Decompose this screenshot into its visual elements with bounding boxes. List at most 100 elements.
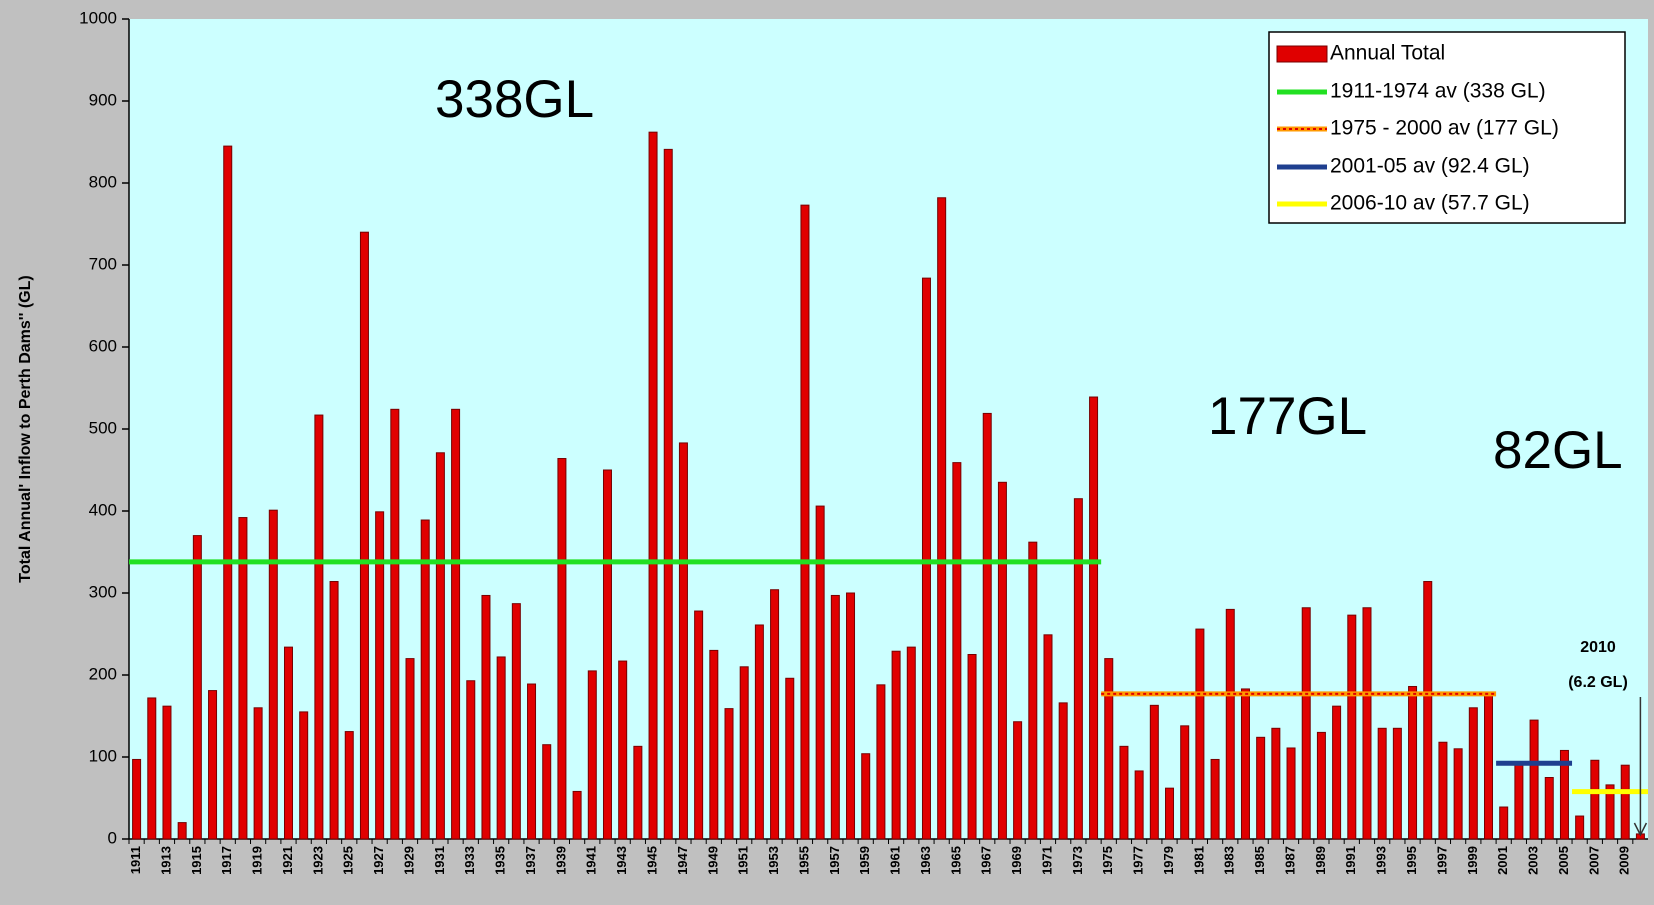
bar: [1332, 705, 1342, 840]
x-tick-label: 1939: [553, 846, 568, 875]
bar: [1529, 719, 1539, 840]
bar: [451, 408, 461, 840]
note: 2010: [1580, 639, 1616, 656]
y-tick-label: 700: [89, 254, 117, 273]
x-tick-label: 1933: [462, 846, 477, 875]
x-tick-label: 1969: [1009, 846, 1024, 875]
bar: [557, 458, 567, 840]
bar: [572, 790, 582, 840]
x-tick-label: 2005: [1556, 846, 1571, 875]
bar: [967, 654, 977, 840]
y-tick-label: 1000: [79, 8, 117, 27]
bar: [1605, 784, 1615, 840]
y-axis-label: Total Annual' Inflow to Perth Dams'' (GL…: [17, 275, 34, 582]
bar: [253, 707, 263, 840]
bar: [587, 670, 597, 840]
bar: [1559, 749, 1569, 840]
y-tick-label: 0: [108, 828, 117, 847]
bar: [1316, 731, 1326, 840]
bar: [997, 481, 1007, 840]
bar: [435, 452, 445, 840]
bar: [527, 683, 537, 840]
bar: [1210, 758, 1220, 840]
bar: [1089, 396, 1099, 840]
bar: [1484, 695, 1494, 840]
bar: [861, 753, 871, 840]
bar: [876, 684, 886, 840]
legend-label: 1911-1974 av (338 GL): [1330, 80, 1546, 103]
x-tick-label: 1911: [128, 846, 143, 874]
y-tick-label: 600: [89, 336, 117, 355]
x-tick-label: 1983: [1222, 846, 1237, 875]
bar: [283, 646, 293, 840]
y-tick-label: 100: [89, 746, 117, 765]
bar: [1514, 762, 1524, 840]
x-tick-label: 1945: [644, 846, 659, 875]
x-tick-label: 1975: [1100, 846, 1115, 875]
x-tick-label: 1943: [614, 846, 629, 875]
bar: [268, 509, 278, 840]
x-tick-label: 1929: [401, 846, 416, 875]
bar: [420, 519, 430, 840]
bar: [132, 758, 142, 840]
bar: [1149, 704, 1159, 840]
y-tick-label: 300: [89, 582, 117, 601]
x-tick-label: 1921: [280, 846, 295, 875]
bar: [1453, 748, 1463, 840]
bar: [299, 711, 309, 840]
bar: [815, 505, 825, 840]
bar: [921, 277, 931, 840]
x-tick-label: 1991: [1343, 846, 1358, 875]
bar: [481, 594, 491, 840]
bar: [1468, 707, 1478, 840]
bar: [1028, 541, 1038, 840]
bar: [511, 603, 521, 840]
x-tick-label: 1955: [796, 846, 811, 875]
bar: [1013, 721, 1023, 840]
bar: [1408, 685, 1418, 840]
legend-swatch: [1276, 45, 1328, 63]
y-tick-label: 500: [89, 418, 117, 437]
annotation: 82GL: [1493, 421, 1623, 480]
x-tick-label: 1953: [766, 846, 781, 875]
x-tick-label: 2007: [1586, 846, 1601, 875]
bar: [496, 656, 506, 840]
bar: [846, 592, 856, 840]
bar: [724, 708, 734, 840]
x-tick-label: 1977: [1131, 846, 1146, 875]
x-tick-label: 1999: [1465, 846, 1480, 875]
legend-label: 1975 - 2000 av (177 GL): [1330, 117, 1559, 140]
bar: [1165, 787, 1175, 840]
bar: [542, 744, 552, 840]
bar: [739, 666, 749, 840]
bar: [952, 462, 962, 840]
bar: [1301, 607, 1311, 840]
annotation: 338GL: [435, 70, 594, 129]
bar: [1225, 608, 1235, 840]
bar: [1423, 581, 1433, 840]
bar: [1286, 747, 1296, 840]
bar: [1392, 727, 1402, 840]
bar: [329, 581, 339, 840]
bar: [1544, 777, 1554, 840]
bar: [147, 697, 157, 840]
bar: [1620, 764, 1630, 840]
bar: [1195, 628, 1205, 840]
x-tick-label: 1927: [371, 846, 386, 875]
bar: [1575, 815, 1585, 840]
bar: [375, 511, 385, 840]
bar: [344, 731, 354, 840]
x-tick-label: 1973: [1070, 846, 1085, 875]
x-tick-label: 1987: [1282, 846, 1297, 875]
x-tick-label: 1961: [888, 846, 903, 875]
legend: [1268, 31, 1626, 224]
x-tick-label: 1931: [432, 846, 447, 875]
note: (6.2 GL): [1568, 674, 1628, 691]
bar: [663, 148, 673, 840]
x-tick-label: 1993: [1374, 846, 1389, 875]
bar: [1256, 736, 1266, 840]
bar: [162, 705, 172, 840]
x-tick-label: 1971: [1039, 846, 1054, 875]
bar: [1073, 498, 1083, 840]
x-tick-label: 1925: [341, 846, 356, 875]
